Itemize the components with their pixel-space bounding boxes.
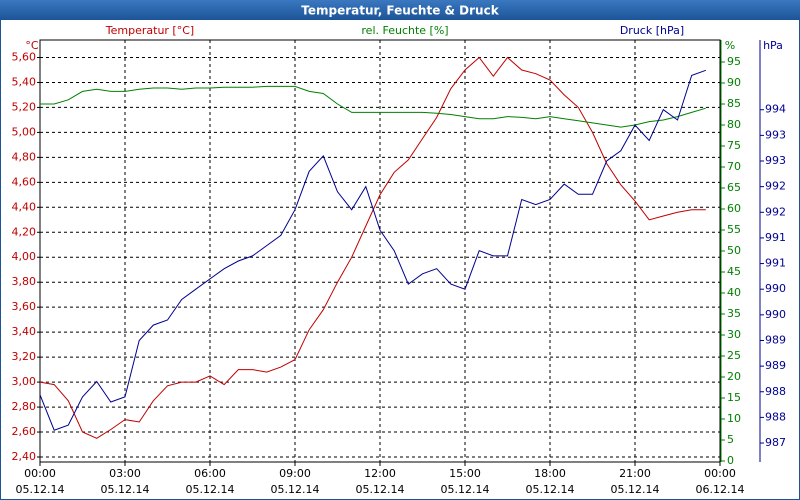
x-tick-label: 09:00 (279, 467, 311, 480)
y3-unit: hPa (763, 39, 783, 52)
y3-tick-label: 989 (765, 359, 786, 372)
y-tick-label: 4,40 (12, 200, 37, 213)
x-tick-date: 05.12.14 (441, 483, 490, 496)
y3-tick-label: 994 (765, 103, 786, 116)
x-tick-date: 05.12.14 (356, 483, 405, 496)
x-tick-date: 05.12.14 (101, 483, 150, 496)
y2-tick-label: 5 (727, 433, 734, 446)
y3-tick-label: 991 (765, 257, 786, 270)
x-tick-label: 00:00 (24, 467, 56, 480)
title-bar (0, 0, 800, 20)
y-tick-label: 3,80 (12, 275, 37, 288)
y3-tick-label: 993 (765, 128, 786, 141)
y2-tick-label: 60 (727, 202, 741, 215)
y-tick-label: 5,00 (12, 125, 37, 138)
y2-tick-label: 70 (727, 160, 741, 173)
x-tick-date: 05.12.14 (16, 483, 65, 496)
y2-tick-label: 80 (727, 118, 741, 131)
x-tick-label: 18:00 (534, 467, 566, 480)
y-tick-label: 5,20 (12, 100, 37, 113)
y-tick-label: 3,60 (12, 300, 37, 313)
y2-tick-label: 35 (727, 307, 741, 320)
y2-tick-label: 25 (727, 349, 741, 362)
data-line (39, 69, 706, 431)
y3-tick-label: 989 (765, 333, 786, 346)
y2-tick-label: 90 (727, 76, 741, 89)
y3-tick-label: 990 (765, 282, 786, 295)
data-line (40, 85, 706, 128)
y2-tick-label: 10 (727, 412, 741, 425)
y-tick-label: 3,40 (12, 325, 37, 338)
y-tick-label: 3,20 (12, 350, 37, 363)
y-tick-label: 4,20 (12, 225, 37, 238)
y2-unit: % (725, 39, 735, 52)
y2-tick-label: 45 (727, 265, 741, 278)
x-tick-label: 03:00 (109, 467, 141, 480)
y-unit: °C (25, 39, 39, 52)
y2-tick-label: 15 (727, 391, 741, 404)
y2-tick-label: 0 (727, 454, 734, 467)
y-tick-label: 3,00 (12, 375, 37, 388)
x-tick-date: 05.12.14 (611, 483, 660, 496)
y3-tick-label: 992 (765, 180, 786, 193)
y3-tick-label: 988 (765, 385, 786, 398)
y-tick-label: 5,40 (12, 75, 37, 88)
y2-tick-label: 50 (727, 244, 741, 257)
y2-tick-label: 30 (727, 328, 741, 341)
y3-tick-label: 991 (765, 231, 786, 244)
x-tick-date: 05.12.14 (526, 483, 575, 496)
y3-tick-label: 993 (765, 154, 786, 167)
data-line (39, 56, 706, 439)
y3-tick-label: 990 (765, 308, 786, 321)
y-tick-label: 2,60 (12, 425, 37, 438)
y2-tick-label: 55 (727, 223, 741, 236)
x-tick-label: 00:00 (704, 467, 736, 480)
x-tick-date: 05.12.14 (271, 483, 320, 496)
y2-tick-label: 20 (727, 370, 741, 383)
chart-title: Temperatur, Feuchte & Druck (301, 4, 499, 18)
legend-label: rel. Feuchte [%] (361, 24, 448, 37)
y-tick-label: 4,80 (12, 150, 37, 163)
x-tick-label: 12:00 (364, 467, 396, 480)
y2-tick-label: 85 (727, 97, 741, 110)
y-tick-label: 4,00 (12, 250, 37, 263)
y2-tick-label: 40 (727, 286, 741, 299)
y2-tick-label: 95 (727, 55, 741, 68)
y-tick-label: 2,80 (12, 400, 37, 413)
x-tick-label: 06:00 (194, 467, 226, 480)
x-tick-date: 06.12.14 (696, 483, 745, 496)
y-tick-label: 4,60 (12, 175, 37, 188)
legend-label: Temperatur [°C] (105, 24, 194, 37)
x-tick-label: 15:00 (449, 467, 481, 480)
y-tick-label: 2,40 (12, 450, 37, 463)
y2-tick-label: 75 (727, 139, 741, 152)
y2-tick-label: 65 (727, 181, 741, 194)
y-tick-label: 5,60 (12, 50, 37, 63)
legend-label: Druck [hPa] (620, 24, 684, 37)
x-tick-date: 05.12.14 (186, 483, 235, 496)
y3-tick-label: 988 (765, 410, 786, 423)
y3-tick-label: 987 (765, 436, 786, 449)
x-tick-label: 21:00 (619, 467, 651, 480)
y3-tick-label: 992 (765, 205, 786, 218)
